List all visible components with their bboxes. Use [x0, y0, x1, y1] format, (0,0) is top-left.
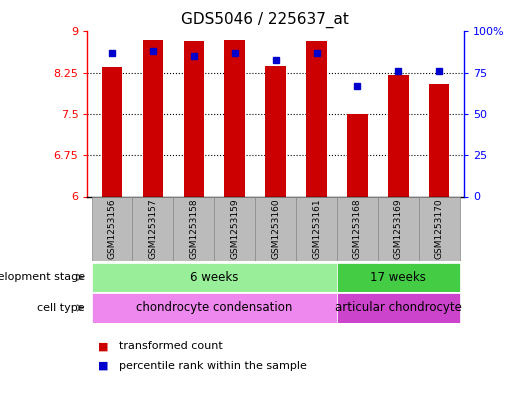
- Bar: [92, 263, 337, 292]
- Text: GSM1253170: GSM1253170: [435, 198, 444, 259]
- Bar: [132, 196, 173, 261]
- Bar: [214, 196, 255, 261]
- Bar: [337, 196, 378, 261]
- Bar: [337, 293, 460, 323]
- Text: percentile rank within the sample: percentile rank within the sample: [119, 361, 307, 371]
- Bar: [306, 41, 326, 196]
- Bar: [143, 40, 163, 197]
- Text: articular chondrocyte: articular chondrocyte: [335, 301, 462, 314]
- Bar: [173, 196, 214, 261]
- Bar: [347, 114, 368, 196]
- Bar: [388, 75, 409, 196]
- Bar: [183, 41, 204, 196]
- Text: GSM1253169: GSM1253169: [394, 198, 403, 259]
- Text: chondrocyte condensation: chondrocyte condensation: [136, 301, 293, 314]
- Bar: [102, 67, 122, 196]
- Bar: [429, 84, 449, 196]
- Bar: [419, 196, 460, 261]
- Bar: [92, 293, 337, 323]
- Text: GSM1253157: GSM1253157: [148, 198, 157, 259]
- Text: GSM1253168: GSM1253168: [353, 198, 362, 259]
- Text: ■: ■: [98, 361, 109, 371]
- Text: GSM1253156: GSM1253156: [108, 198, 117, 259]
- Bar: [378, 196, 419, 261]
- Bar: [92, 196, 132, 261]
- Text: development stage: development stage: [0, 272, 85, 282]
- Text: GSM1253159: GSM1253159: [230, 198, 239, 259]
- Text: 6 weeks: 6 weeks: [190, 271, 238, 284]
- Text: ■: ■: [98, 341, 109, 351]
- Text: GSM1253160: GSM1253160: [271, 198, 280, 259]
- Text: GSM1253158: GSM1253158: [189, 198, 198, 259]
- Text: 17 weeks: 17 weeks: [370, 271, 426, 284]
- Bar: [296, 196, 337, 261]
- Text: GDS5046 / 225637_at: GDS5046 / 225637_at: [181, 12, 349, 28]
- Bar: [255, 196, 296, 261]
- Bar: [225, 40, 245, 197]
- Text: GSM1253161: GSM1253161: [312, 198, 321, 259]
- Bar: [266, 66, 286, 196]
- Bar: [337, 263, 460, 292]
- Text: transformed count: transformed count: [119, 341, 223, 351]
- Text: cell type: cell type: [37, 303, 85, 313]
